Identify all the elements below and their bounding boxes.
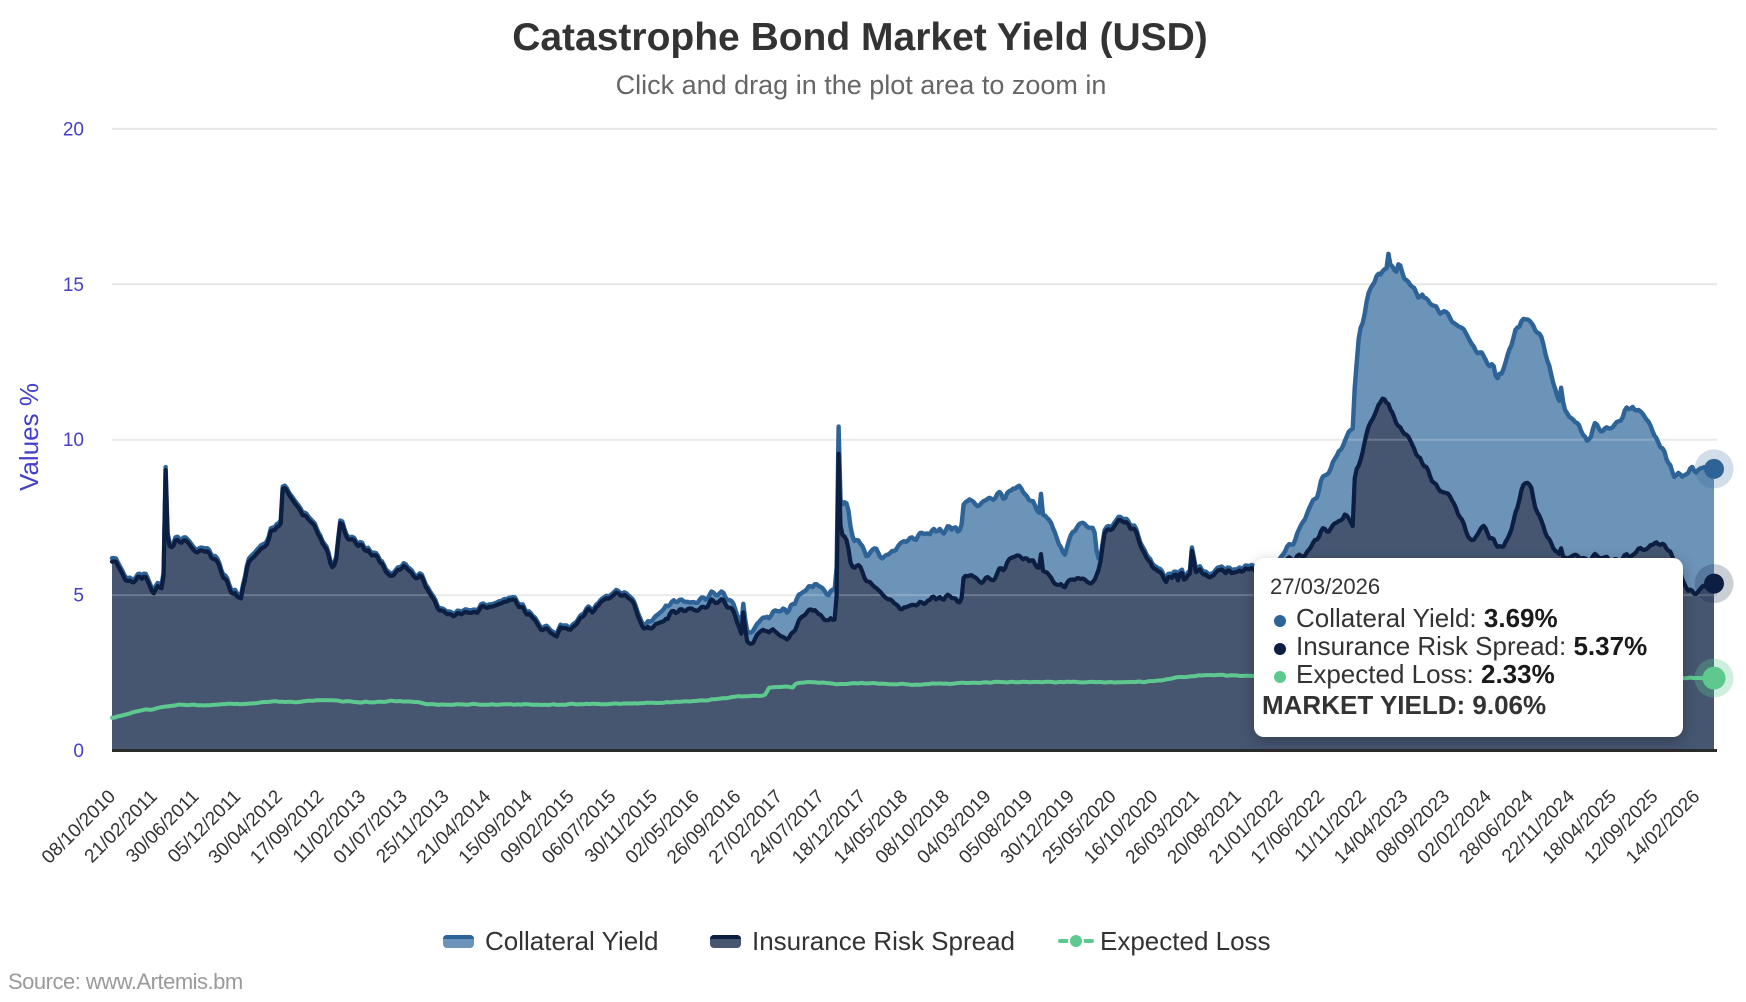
svg-text:5: 5 <box>73 586 84 607</box>
svg-text:20: 20 <box>63 119 84 140</box>
svg-text:Values %: Values % <box>14 383 44 491</box>
svg-text:10: 10 <box>63 430 84 451</box>
svg-text:0: 0 <box>73 741 84 762</box>
svg-text:15: 15 <box>63 275 84 296</box>
